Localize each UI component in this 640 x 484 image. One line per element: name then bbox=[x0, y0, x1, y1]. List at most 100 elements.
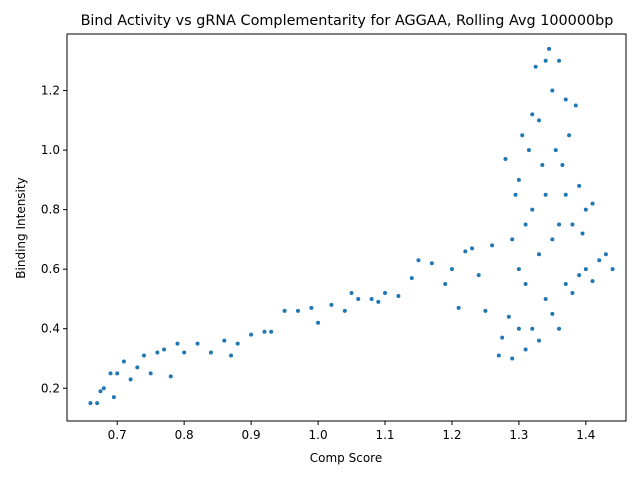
data-point bbox=[530, 207, 535, 212]
y-tick-label: 1.2 bbox=[41, 84, 60, 98]
data-point bbox=[516, 177, 521, 182]
data-point bbox=[121, 359, 126, 364]
data-point bbox=[148, 371, 153, 376]
x-tick-label: 1.0 bbox=[309, 428, 328, 442]
data-point bbox=[356, 296, 361, 301]
data-point bbox=[128, 377, 133, 382]
data-point bbox=[567, 133, 572, 138]
x-tick-label: 0.7 bbox=[108, 428, 127, 442]
data-point bbox=[577, 273, 582, 278]
x-axis-ticks: 0.7 0.8 0.9 1.0 1.1 1.2 1.3 1.4 bbox=[108, 421, 595, 442]
data-point bbox=[570, 290, 575, 295]
data-point bbox=[416, 258, 421, 263]
data-point bbox=[101, 386, 106, 391]
data-point bbox=[540, 162, 545, 167]
data-point bbox=[503, 157, 508, 162]
data-point bbox=[557, 58, 562, 63]
data-point bbox=[382, 290, 387, 295]
data-point bbox=[516, 267, 521, 272]
chart-title: Bind Activity vs gRNA Complementarity fo… bbox=[81, 13, 614, 29]
data-point bbox=[309, 305, 314, 310]
data-point bbox=[282, 308, 287, 313]
x-tick-label: 1.2 bbox=[442, 428, 461, 442]
data-point bbox=[573, 103, 578, 108]
data-point bbox=[550, 311, 555, 316]
data-point bbox=[536, 118, 541, 123]
data-point bbox=[510, 356, 515, 361]
data-point bbox=[536, 338, 541, 343]
data-point bbox=[513, 192, 518, 197]
x-tick-label: 0.8 bbox=[175, 428, 194, 442]
x-tick-label: 1.4 bbox=[576, 428, 595, 442]
y-tick-label: 0.8 bbox=[41, 203, 60, 217]
data-point bbox=[115, 371, 120, 376]
data-point bbox=[208, 350, 213, 355]
data-point bbox=[168, 374, 173, 379]
data-point bbox=[590, 279, 595, 284]
data-point bbox=[510, 237, 515, 242]
data-point bbox=[557, 326, 562, 331]
data-point bbox=[295, 308, 300, 313]
data-point bbox=[543, 192, 548, 197]
data-point bbox=[396, 293, 401, 298]
data-point bbox=[162, 347, 167, 352]
data-point bbox=[597, 258, 602, 263]
data-point bbox=[530, 112, 535, 117]
data-point bbox=[563, 97, 568, 102]
data-point bbox=[506, 314, 511, 319]
data-point bbox=[520, 133, 525, 138]
data-point bbox=[111, 395, 116, 400]
data-point bbox=[530, 326, 535, 331]
data-point bbox=[88, 401, 93, 406]
data-point bbox=[536, 252, 541, 257]
data-point bbox=[249, 332, 254, 337]
data-point bbox=[222, 338, 227, 343]
data-points bbox=[88, 46, 615, 406]
data-point bbox=[570, 222, 575, 227]
y-tick-label: 0.4 bbox=[41, 322, 60, 336]
data-point bbox=[563, 192, 568, 197]
data-point bbox=[329, 302, 334, 307]
data-point bbox=[590, 201, 595, 206]
data-point bbox=[470, 246, 475, 251]
data-point bbox=[95, 401, 100, 406]
data-point bbox=[610, 267, 615, 272]
y-tick-label: 0.2 bbox=[41, 381, 60, 395]
data-point bbox=[516, 326, 521, 331]
data-point bbox=[547, 46, 552, 51]
data-point bbox=[369, 296, 374, 301]
data-point bbox=[463, 249, 468, 254]
data-point bbox=[550, 237, 555, 242]
data-point bbox=[560, 162, 565, 167]
data-point bbox=[523, 282, 528, 287]
data-point bbox=[429, 261, 434, 266]
y-axis-ticks: 0.2 0.4 0.6 0.8 1.0 1.2 bbox=[41, 84, 67, 395]
y-tick-label: 1.0 bbox=[41, 143, 60, 157]
data-point bbox=[496, 353, 501, 358]
data-point bbox=[98, 389, 103, 394]
data-point bbox=[108, 371, 113, 376]
data-point bbox=[543, 296, 548, 301]
x-tick-label: 0.9 bbox=[242, 428, 261, 442]
data-point bbox=[603, 252, 608, 257]
data-point bbox=[262, 329, 267, 334]
data-point bbox=[523, 347, 528, 352]
data-point bbox=[269, 329, 274, 334]
data-point bbox=[557, 222, 562, 227]
data-point bbox=[409, 276, 414, 281]
data-point bbox=[449, 267, 454, 272]
y-tick-label: 0.6 bbox=[41, 262, 60, 276]
data-point bbox=[175, 341, 180, 346]
data-point bbox=[195, 341, 200, 346]
data-point bbox=[443, 282, 448, 287]
data-point bbox=[533, 64, 538, 69]
y-axis-label: Binding Intensity bbox=[14, 177, 28, 278]
data-point bbox=[235, 341, 240, 346]
data-point bbox=[543, 58, 548, 63]
data-point bbox=[577, 183, 582, 188]
data-point bbox=[490, 243, 495, 248]
data-point bbox=[580, 231, 585, 236]
